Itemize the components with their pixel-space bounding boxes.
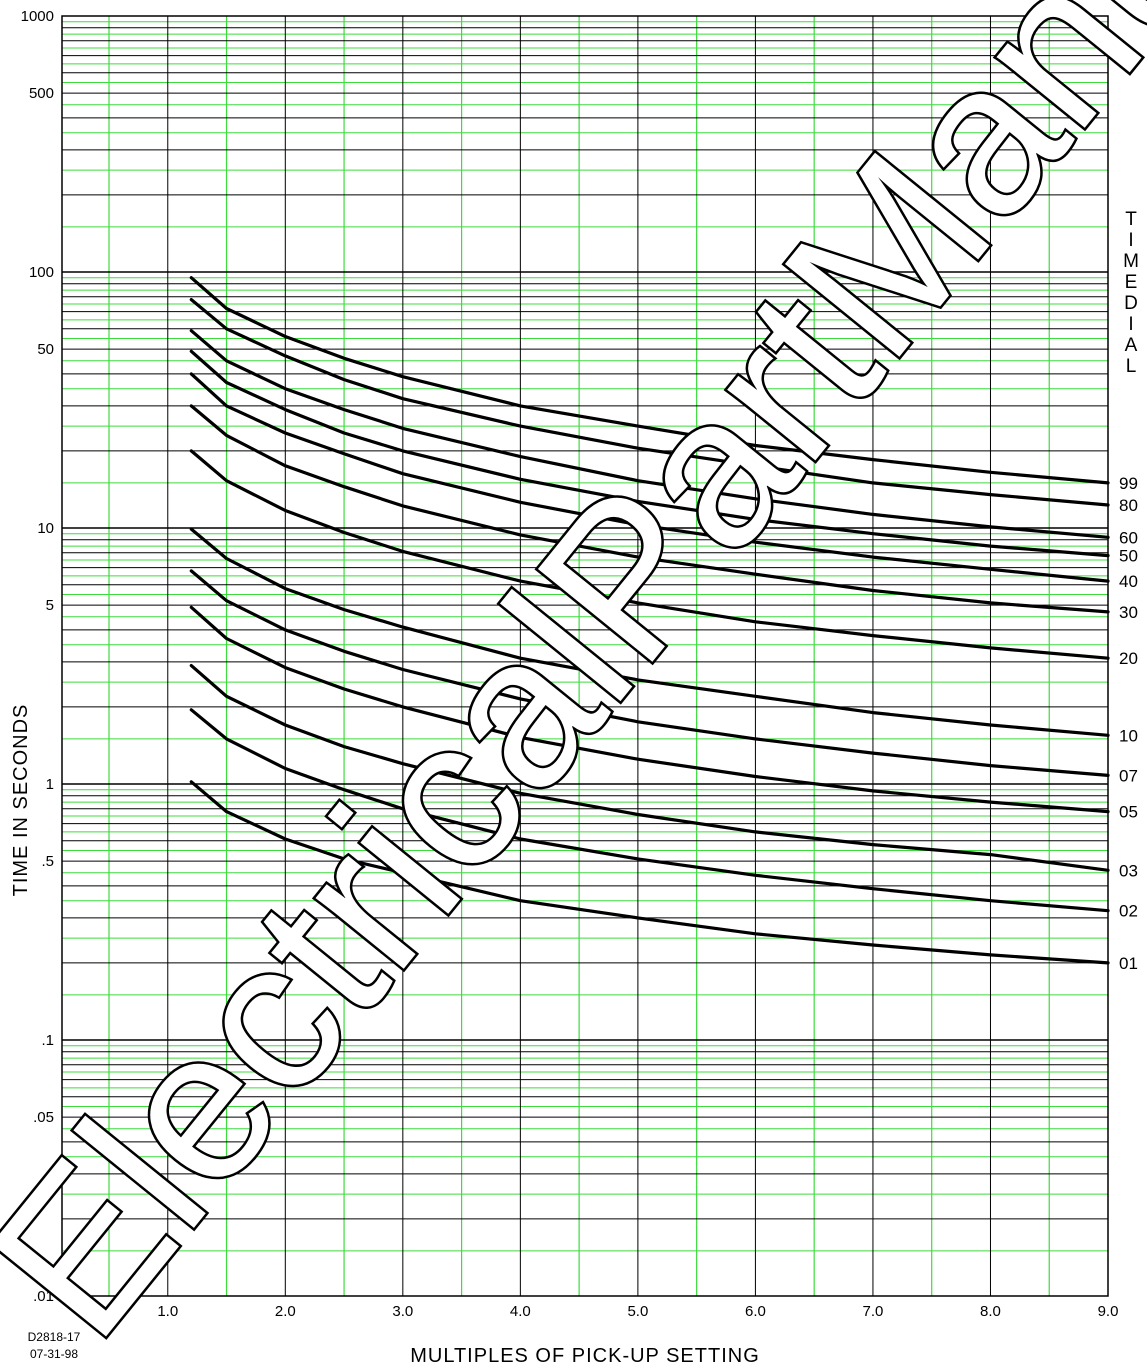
curve-dial-60 xyxy=(189,329,1110,539)
dial-label-05: 05 xyxy=(1119,803,1138,822)
x-tick-label: 6.0 xyxy=(745,1303,766,1320)
dial-label-07: 07 xyxy=(1119,766,1138,785)
dial-label-60: 60 xyxy=(1119,528,1138,547)
y-tick-label: .5 xyxy=(41,853,54,870)
curve-dial-02 xyxy=(189,708,1110,913)
legend-title-letter: M xyxy=(1123,251,1139,272)
x-tick-label: 9.0 xyxy=(1098,1303,1119,1320)
curve-dial-01 xyxy=(189,780,1110,965)
x-tick-label: 7.0 xyxy=(863,1303,884,1320)
curve-dial-50 xyxy=(189,349,1110,558)
dial-label-99: 99 xyxy=(1119,474,1138,493)
x-tick-label: 4.0 xyxy=(510,1303,531,1320)
curve-dial-03 xyxy=(189,663,1110,872)
y-tick-labels: 1000 500 100 50 10 5 1 .5 .1 .05 .01 xyxy=(21,8,54,1305)
dial-label-20: 20 xyxy=(1119,649,1138,668)
curve-dial-10 xyxy=(189,527,1110,737)
plot-frame xyxy=(61,15,1109,1297)
curve-dial-80 xyxy=(189,298,1110,507)
x-tick-label: 1.0 xyxy=(157,1303,178,1320)
figure-date: 07-31-98 xyxy=(30,1347,78,1361)
x-tick-labels: 1.0 2.0 3.0 4.0 5.0 6.0 7.0 8.0 9.0 xyxy=(157,1303,1118,1320)
legend-title-letter: L xyxy=(1126,356,1137,377)
y-axis-title: TIME IN SECONDS xyxy=(10,704,32,897)
y-tick-label: .01 xyxy=(33,1288,54,1305)
x-tick-label: 8.0 xyxy=(980,1303,1001,1320)
y-tick-label: 10 xyxy=(37,520,54,537)
y-tick-label: 1000 xyxy=(21,8,54,25)
legend-title-letter: I xyxy=(1128,314,1133,335)
curve-dial-07 xyxy=(189,569,1110,778)
x-tick-label: 2.0 xyxy=(275,1303,296,1320)
dial-label-02: 02 xyxy=(1119,902,1138,921)
dial-label-80: 80 xyxy=(1119,496,1138,515)
curve-dial-30 xyxy=(189,404,1110,614)
dial-label-40: 40 xyxy=(1119,572,1138,591)
figure-code: D2818-17 xyxy=(28,1330,81,1344)
y-tick-label: 100 xyxy=(29,264,54,281)
y-tick-label: 5 xyxy=(46,597,54,614)
dial-label-03: 03 xyxy=(1119,861,1138,880)
y-tick-label: 1 xyxy=(46,776,54,793)
y-tick-label: .05 xyxy=(33,1109,54,1126)
dial-label-10: 10 xyxy=(1119,726,1138,745)
curve-dial-40 xyxy=(189,372,1110,583)
x-tick-label: 5.0 xyxy=(627,1303,648,1320)
legend-title-letter: E xyxy=(1125,272,1138,293)
curve-dial-05 xyxy=(189,605,1110,814)
dial-label-30: 30 xyxy=(1119,603,1138,622)
curve-dial-99 xyxy=(189,276,1110,485)
legend-title-letter: I xyxy=(1128,230,1133,251)
y-tick-label: 500 xyxy=(29,85,54,102)
x-tick-label: 3.0 xyxy=(392,1303,413,1320)
x-axis-title: MULTIPLES OF PICK-UP SETTING xyxy=(410,1345,760,1367)
curve-dial-20 xyxy=(189,449,1110,660)
y-tick-label: .1 xyxy=(41,1032,54,1049)
major-grid-black xyxy=(62,16,1108,1296)
dial-label-50: 50 xyxy=(1119,547,1138,566)
dial-label-01: 01 xyxy=(1119,954,1138,973)
time-dial-curves xyxy=(189,276,1110,965)
legend-title-letter: T xyxy=(1125,209,1137,230)
legend-title-letter: A xyxy=(1125,335,1138,356)
legend-title-letter: D xyxy=(1124,293,1138,314)
y-tick-label: 50 xyxy=(37,341,54,358)
